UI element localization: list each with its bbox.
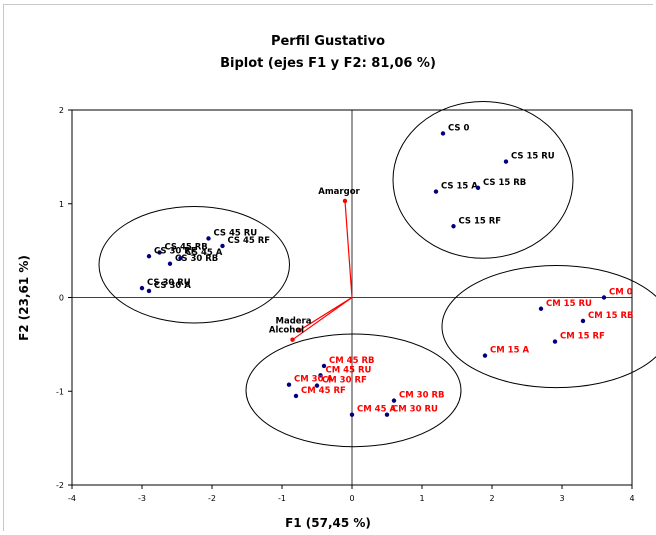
variable-vector [292, 297, 353, 341]
data-point-label: CM 15 RB [588, 311, 633, 321]
data-point-label: CS 30 RB [175, 254, 218, 264]
variable-label: Amargor [318, 187, 360, 197]
data-point [451, 224, 456, 229]
data-point-label: CS 45 A [186, 248, 223, 258]
variable-point [342, 198, 348, 204]
data-point-label: CM 30 A [294, 375, 333, 385]
data-point-label: CS 45 RU [214, 228, 258, 238]
x-tick-label: -4 [68, 494, 76, 503]
data-point-label: CM 15 A [490, 346, 529, 356]
data-point [475, 185, 481, 191]
data-point [146, 288, 152, 294]
x-tick-label: 4 [629, 494, 634, 503]
x-tick-label: -1 [278, 494, 286, 503]
group-ellipse [245, 333, 462, 448]
data-point [157, 250, 162, 255]
data-point-label: CM 45 RB [329, 356, 374, 366]
data-point [321, 363, 327, 369]
data-point-label: CS 30 A [154, 281, 191, 291]
y-axis-label: F2 (23,61 %) [17, 255, 31, 341]
y-tick-label: -2 [56, 481, 64, 490]
data-point-label: CM 15 RF [560, 332, 605, 342]
data-point [146, 254, 152, 259]
x-tick-label: -3 [138, 494, 146, 503]
data-point [293, 393, 299, 399]
data-point [167, 261, 173, 266]
data-point [286, 382, 292, 387]
data-point-label: CM 0 [609, 288, 633, 298]
data-point-label: CM 15 RU [546, 299, 592, 309]
data-point [220, 243, 225, 249]
data-point-label: CM 30 RU [392, 405, 438, 415]
variable-point [297, 328, 302, 333]
y-tick-label: 0 [59, 294, 64, 303]
data-point-label: CS 45 RB [165, 243, 208, 253]
data-point [318, 373, 323, 378]
y-tick-label: -1 [56, 387, 64, 396]
data-point-label: CM 45 A [357, 405, 396, 415]
variable-label: Alcohol [269, 326, 304, 336]
data-point [349, 412, 355, 417]
x-axis-label: F1 (57,45 %) [285, 516, 371, 530]
data-point [314, 383, 320, 388]
data-point-label: CS 30 RF [154, 246, 197, 256]
x-tick-label: 0 [349, 494, 354, 503]
x-tick-label: -2 [208, 494, 216, 503]
data-point [440, 131, 446, 136]
data-point-label: CS 15 A [441, 182, 478, 192]
data-point [601, 295, 607, 300]
data-point [433, 189, 439, 194]
variable-label: Madera [276, 316, 312, 326]
group-ellipse [98, 205, 290, 324]
group-ellipse [392, 100, 574, 259]
data-point [139, 285, 145, 291]
data-point-label: CS 15 RU [511, 152, 555, 162]
x-tick-label: 3 [559, 494, 564, 503]
y-tick-label: 2 [59, 106, 64, 115]
group-ellipse [441, 265, 656, 389]
data-point [580, 318, 586, 324]
y-tick-label: 1 [59, 200, 64, 209]
data-point [538, 306, 544, 311]
data-point-label: CS 45 RF [228, 236, 271, 246]
data-point-label: CS 15 RF [459, 216, 502, 226]
x-tick-label: 2 [489, 494, 494, 503]
data-point-label: CM 45 RU [326, 365, 372, 375]
data-point-label: CS 30 RU [147, 278, 191, 288]
variable-point [290, 337, 295, 342]
data-point-label: CM 45 RF [301, 386, 346, 396]
data-point [552, 339, 558, 344]
data-point-label: CS 0 [448, 123, 469, 133]
data-point-label: CM 30 RF [322, 376, 367, 386]
data-point-label: CS 15 RB [483, 178, 526, 188]
data-point-label: CM 30 RB [399, 391, 444, 401]
variable-vector [344, 200, 353, 298]
data-point [384, 412, 390, 417]
data-point [482, 353, 488, 358]
data-point [503, 159, 509, 164]
chart-frame [3, 4, 653, 531]
data-point [391, 398, 397, 403]
chart-title: Perfil Gustativo [270, 34, 386, 49]
chart-subtitle: Biplot (ejes F1 y F2: 81,06 %) [220, 56, 436, 71]
data-point [206, 236, 211, 241]
x-tick-label: 1 [419, 494, 424, 503]
data-point [178, 255, 183, 261]
